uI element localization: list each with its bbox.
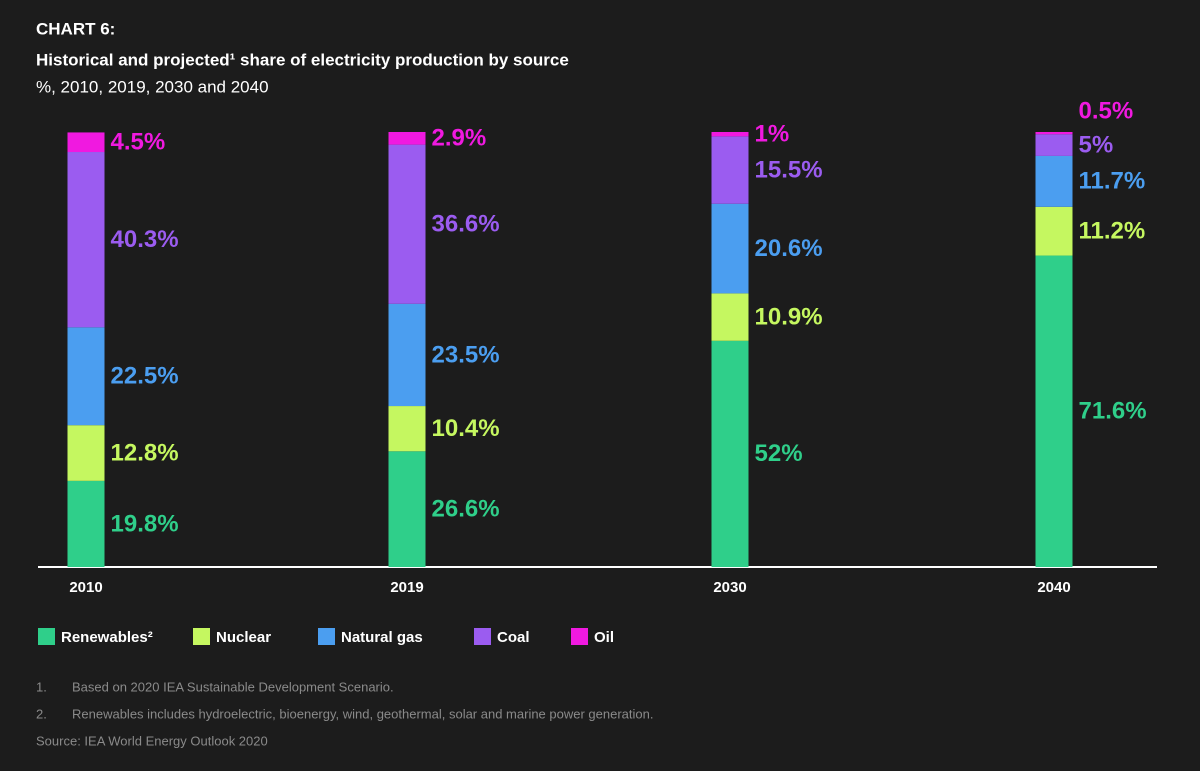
- legend-swatch: [318, 628, 335, 645]
- value-label: 1%: [755, 121, 790, 148]
- bar-segment: [67, 480, 105, 567]
- bar-segment: [67, 152, 105, 328]
- value-label: 40.3%: [111, 226, 179, 253]
- value-label: 2.9%: [432, 125, 487, 152]
- bar-segment: [67, 425, 105, 481]
- footnote-text: Based on 2020 IEA Sustainable Developmen…: [72, 679, 394, 694]
- value-label: 11.7%: [1079, 168, 1146, 195]
- bar-segment: [711, 340, 749, 567]
- value-label: 52%: [755, 440, 803, 467]
- x-tick-label: 2019: [390, 579, 423, 596]
- bar-segment: [1035, 206, 1073, 256]
- x-tick-label: 2030: [713, 579, 746, 596]
- value-label: 26.6%: [432, 495, 500, 522]
- bar-segment: [1035, 255, 1073, 568]
- chart-title: Historical and projected¹ share of elect…: [36, 50, 569, 69]
- value-label: 15.5%: [755, 156, 823, 183]
- bar-segment: [67, 327, 105, 426]
- bar-segment: [388, 132, 426, 145]
- bar-segment: [1035, 132, 1073, 135]
- footnote-text: Renewables includes hydroelectric, bioen…: [72, 706, 653, 721]
- x-tick-label: 2040: [1037, 579, 1070, 596]
- bar-segment: [711, 203, 749, 294]
- footnote-number: 2.: [36, 706, 47, 721]
- legend-label: Natural gas: [341, 629, 423, 646]
- legend-label: Coal: [497, 629, 530, 646]
- bar-segment: [711, 136, 749, 204]
- value-label: 36.6%: [432, 211, 500, 238]
- bar-segment: [1035, 134, 1073, 156]
- legend-swatch: [193, 628, 210, 645]
- footnote-number: 1.: [36, 679, 47, 694]
- legend-label: Oil: [594, 629, 614, 646]
- legend-label: Nuclear: [216, 629, 271, 646]
- x-tick-label: 2010: [69, 579, 102, 596]
- bar-segment: [388, 144, 426, 304]
- source: Source: IEA World Energy Outlook 2020: [36, 733, 268, 748]
- chart-label: CHART 6:: [36, 19, 115, 38]
- value-label: 10.9%: [755, 303, 823, 330]
- bar-segment: [388, 303, 426, 407]
- legend-swatch: [38, 628, 55, 645]
- value-label: 12.8%: [111, 439, 179, 466]
- value-label: 23.5%: [432, 341, 500, 368]
- bar-segment: [67, 132, 105, 153]
- value-label: 71.6%: [1079, 398, 1147, 425]
- value-label: 10.4%: [432, 415, 500, 442]
- legend-swatch: [571, 628, 588, 645]
- bar-segment: [1035, 155, 1073, 207]
- bar-segment: [388, 406, 426, 452]
- value-label: 20.6%: [755, 235, 823, 262]
- bar-segment: [388, 451, 426, 567]
- legend-swatch: [474, 628, 491, 645]
- value-label: 0.5%: [1079, 97, 1134, 124]
- value-label: 22.5%: [111, 363, 179, 390]
- value-label: 19.8%: [111, 510, 179, 537]
- legend-label: Renewables²: [61, 629, 153, 646]
- bar-segment: [711, 132, 749, 137]
- chart-subtitle: %, 2010, 2019, 2030 and 2040: [36, 77, 269, 96]
- value-label: 11.2%: [1079, 218, 1146, 245]
- value-label: 5%: [1079, 131, 1114, 158]
- bar-segment: [711, 293, 749, 341]
- value-label: 4.5%: [111, 129, 166, 156]
